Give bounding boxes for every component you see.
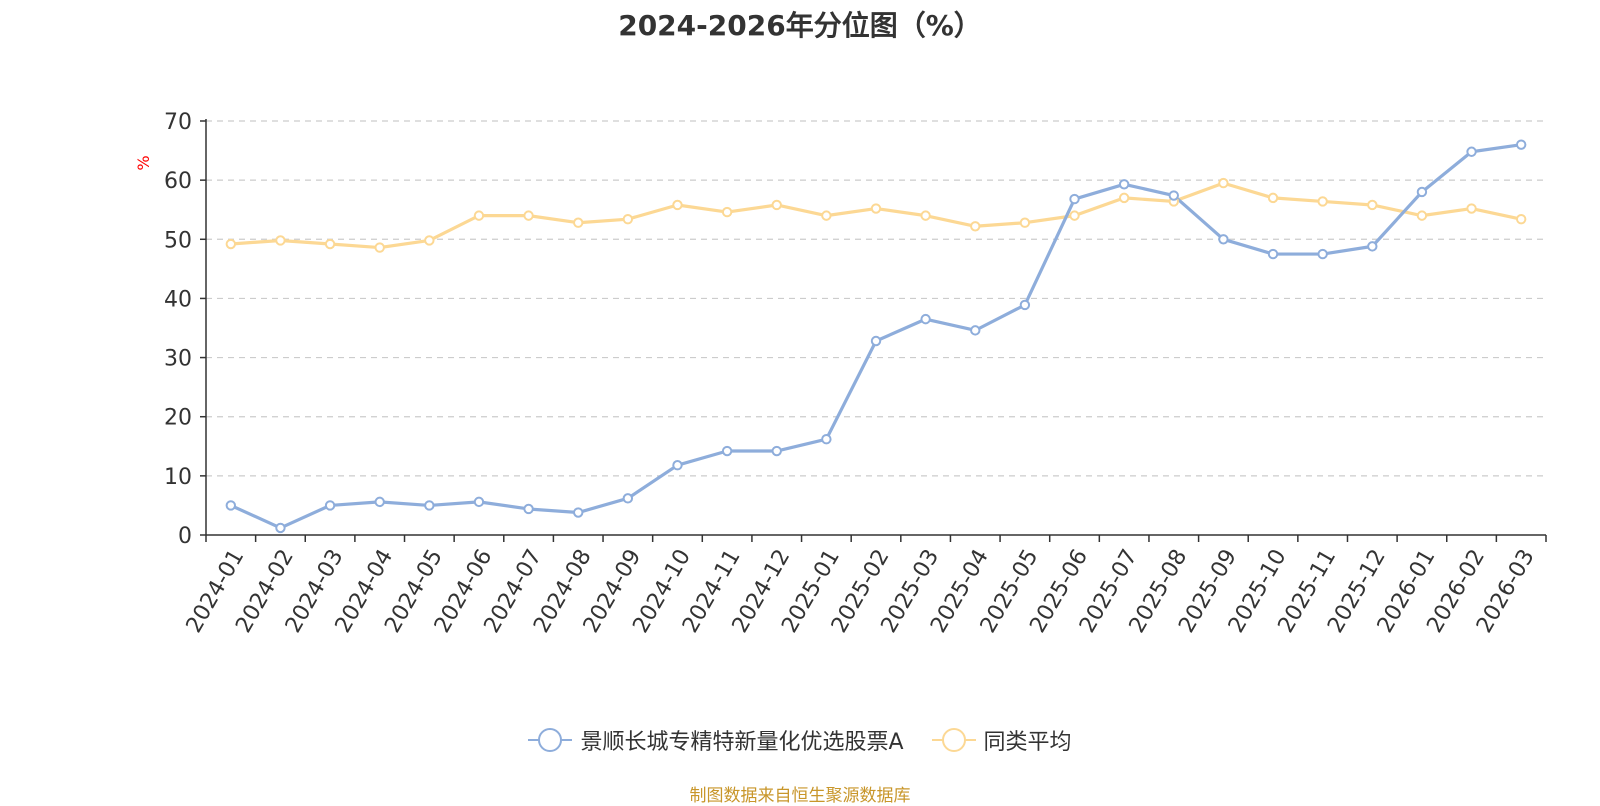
data-point — [324, 238, 336, 250]
data-point — [275, 235, 286, 246]
data-point — [1367, 199, 1378, 211]
data-point — [970, 325, 981, 336]
chart-title: 2024-2026年分位图（%） — [618, 9, 982, 42]
y-tick-label: 20 — [164, 406, 192, 431]
data-source-note: 制图数据来自恒生聚源数据库 — [689, 786, 911, 806]
data-point — [523, 503, 534, 515]
legend-label-fund: 景顺长城专精特新量化优选股票A — [580, 730, 904, 755]
data-point — [1267, 192, 1279, 204]
y-tick-label: 10 — [164, 465, 192, 490]
legend-item-average[interactable]: 同类平均 — [931, 724, 1072, 756]
data-point — [374, 242, 385, 253]
data-point — [1515, 139, 1527, 150]
data-point — [424, 500, 435, 511]
data-point — [1267, 248, 1279, 260]
line-chart: 010203040506070%2024-012024-022024-03202… — [134, 110, 1547, 637]
data-point — [1218, 234, 1229, 245]
data-point — [1416, 186, 1428, 198]
data-point — [573, 217, 584, 228]
data-point — [1019, 217, 1031, 228]
legend-label-average: 同类平均 — [983, 730, 1072, 755]
data-point — [870, 203, 882, 214]
data-point — [1317, 248, 1328, 260]
data-point — [970, 221, 981, 232]
legend-item-fund[interactable]: 景顺长城专精特新量化优选股票A — [528, 724, 904, 756]
data-point — [424, 235, 435, 246]
data-point — [771, 445, 782, 457]
legend-marker-fund — [528, 728, 573, 752]
data-point — [1317, 196, 1328, 207]
y-tick-label: 30 — [164, 347, 192, 372]
data-point — [821, 210, 832, 221]
y-tick-label: 0 — [178, 524, 192, 549]
data-point — [473, 496, 485, 508]
data-point — [721, 206, 733, 218]
data-point — [473, 210, 485, 221]
data-point — [622, 493, 634, 504]
data-point — [920, 313, 931, 325]
data-point — [672, 199, 683, 211]
y-tick-label: 50 — [164, 228, 192, 253]
data-point — [1466, 203, 1477, 214]
y-tick-label: 70 — [164, 110, 192, 135]
data-point — [225, 500, 237, 511]
data-point — [1019, 299, 1031, 311]
data-point — [523, 210, 534, 221]
data-point — [324, 500, 336, 511]
y-tick-label: 40 — [164, 287, 192, 312]
data-point — [672, 460, 683, 471]
data-point — [1118, 192, 1130, 204]
series-line — [230, 181, 1522, 250]
data-point — [1069, 210, 1080, 221]
data-point — [920, 210, 931, 221]
data-point — [275, 522, 286, 534]
data-point — [1466, 146, 1477, 157]
data-point — [374, 496, 385, 508]
legend-marker-average — [931, 728, 976, 752]
data-point — [573, 507, 584, 518]
data-point — [1416, 210, 1428, 221]
data-point — [1118, 179, 1130, 190]
data-point — [1069, 193, 1080, 205]
data-point — [721, 445, 733, 457]
data-point — [1168, 190, 1179, 201]
y-tick-label: 60 — [164, 169, 192, 194]
data-point — [1218, 177, 1229, 189]
data-point — [870, 335, 882, 347]
data-point — [821, 433, 832, 445]
data-point — [1367, 241, 1378, 252]
legend: 景顺长城专精特新量化优选股票A 同类平均 — [0, 724, 1600, 756]
data-point — [1515, 213, 1527, 225]
data-point — [771, 199, 782, 211]
data-point — [622, 213, 634, 225]
y-axis-label: % — [134, 155, 153, 170]
data-point — [225, 238, 237, 250]
